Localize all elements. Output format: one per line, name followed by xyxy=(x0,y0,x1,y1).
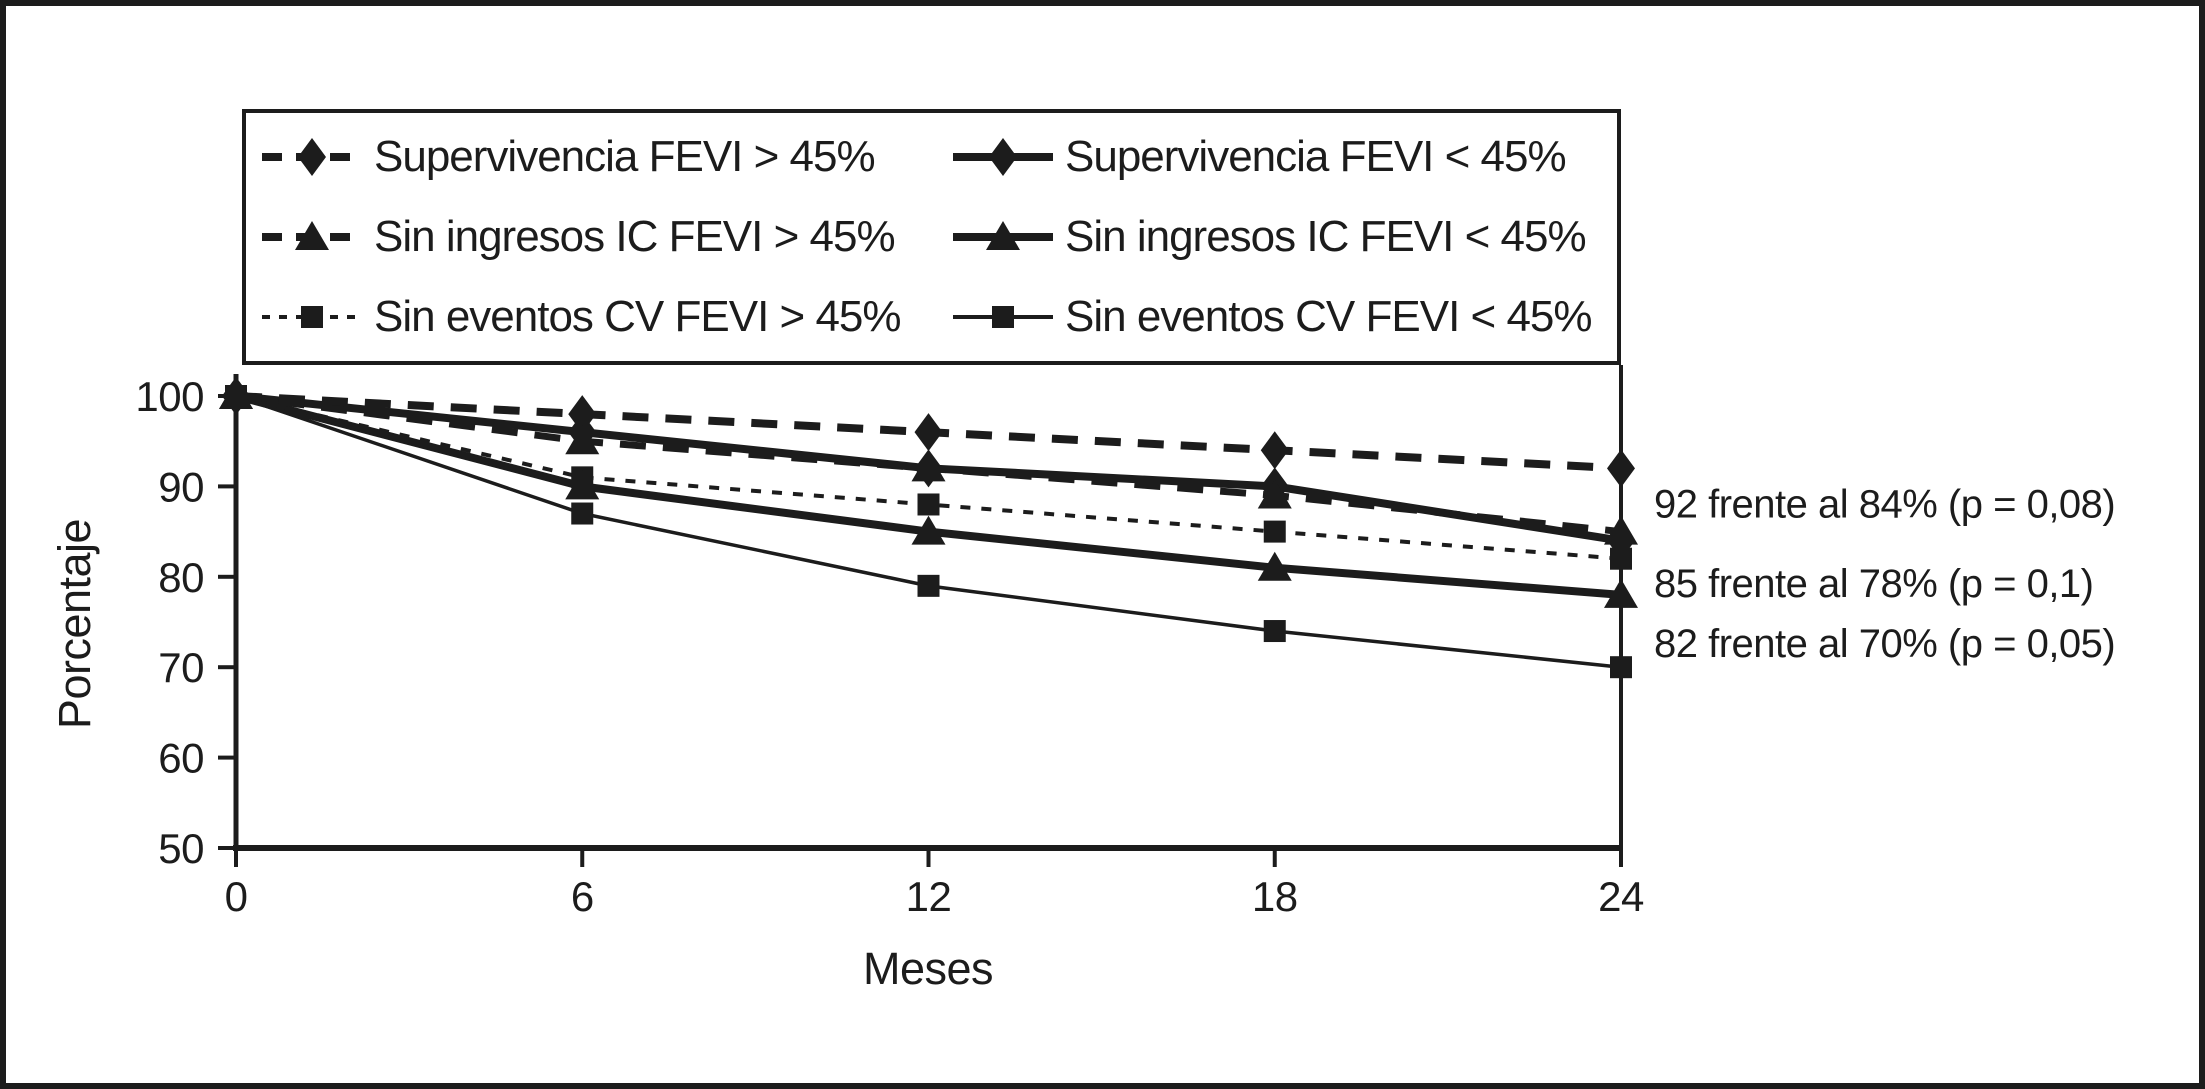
x-tick-label: 6 xyxy=(571,873,594,920)
data-point-square-icon xyxy=(1610,656,1632,679)
data-point-triangle-icon xyxy=(565,425,600,455)
dashed-line-triangle-swatch-icon xyxy=(262,221,362,250)
legend-item-label: Sin ingresos IC FEVI < 45% xyxy=(1065,212,1587,261)
legend-item: Sin eventos CV FEVI > 45% xyxy=(246,277,941,357)
x-axis-title: Meses xyxy=(863,943,993,994)
data-point-triangle-icon xyxy=(1604,515,1638,545)
data-point-triangle-icon xyxy=(565,470,600,500)
data-point-square-icon xyxy=(571,502,594,525)
legend-item-label: Sin eventos CV FEVI < 45% xyxy=(1065,292,1593,341)
legend-item-label: Sin eventos CV FEVI > 45% xyxy=(374,292,902,341)
data-point-square-icon xyxy=(1263,620,1286,643)
x-tick-label: 24 xyxy=(1598,873,1644,920)
dotted-line-square-swatch-icon xyxy=(262,306,362,328)
triangle-marker-icon xyxy=(986,221,1020,250)
data-point-square-icon xyxy=(1263,520,1286,543)
data-point-square-icon xyxy=(1610,547,1632,570)
x-tick-label: 0 xyxy=(225,873,248,920)
data-point-diamond-icon xyxy=(914,413,943,452)
x-tick-label: 12 xyxy=(906,873,952,920)
y-tick-label: 70 xyxy=(158,644,204,691)
y-tick-label: 60 xyxy=(158,735,204,782)
x-tick-label: 18 xyxy=(1252,873,1298,920)
diamond-marker-icon xyxy=(989,138,1017,176)
legend-item: Sin ingresos IC FEVI < 45% xyxy=(941,197,1617,277)
y-axis-title: Porcentaje xyxy=(49,519,100,729)
legend-item: Supervivencia FEVI > 45% xyxy=(246,117,941,197)
data-point-square-icon xyxy=(917,493,940,516)
dashed-line-diamond-swatch-icon xyxy=(262,138,362,176)
legend-item-label: Sin ingresos IC FEVI > 45% xyxy=(374,212,896,261)
triangle-marker-icon xyxy=(295,221,329,250)
legend-item-label: Supervivencia FEVI > 45% xyxy=(374,132,876,181)
data-point-triangle-icon xyxy=(219,380,253,409)
solid-line-diamond-swatch-icon xyxy=(953,138,1053,176)
square-marker-icon xyxy=(992,306,1014,328)
data-point-triangle-icon xyxy=(1257,551,1292,581)
solid-line-triangle-swatch-icon xyxy=(953,221,1053,250)
data-point-triangle-icon xyxy=(911,452,946,482)
chart-legend: Supervivencia FEVI > 45% Sin ingresos IC … xyxy=(242,109,1621,365)
solid-line-square-swatch-icon xyxy=(953,306,1053,328)
y-tick-label: 100 xyxy=(135,373,204,420)
legend-item: Supervivencia FEVI < 45% xyxy=(941,117,1617,197)
legend-item: Sin eventos CV FEVI < 45% xyxy=(941,277,1617,357)
chart-canvas: 50 60 70 80 90 100 0 6 12 18 24 Meses Porcentaje 92 f… xyxy=(49,365,2116,994)
data-point-triangle-icon xyxy=(1604,578,1638,608)
data-point-diamond-icon xyxy=(1607,449,1635,488)
legend-item-label: Supervivencia FEVI < 45% xyxy=(1065,132,1567,181)
data-point-triangle-icon xyxy=(911,515,946,545)
y-tick-label: 80 xyxy=(158,554,204,601)
square-marker-icon xyxy=(301,306,323,328)
legend-item: Sin ingresos IC FEVI > 45% xyxy=(246,197,941,277)
endpoint-annotation: 82 frente al 70% (p = 0,05) xyxy=(1654,622,2115,666)
data-point-square-icon xyxy=(917,574,940,597)
y-tick-label: 50 xyxy=(158,825,204,872)
diamond-marker-icon xyxy=(298,138,326,176)
data-point-diamond-icon xyxy=(1260,431,1289,470)
endpoint-annotation: 85 frente al 78% (p = 0,1) xyxy=(1654,562,2094,606)
data-point-triangle-icon xyxy=(1257,479,1292,509)
endpoint-annotation: 92 frente al 84% (p = 0,08) xyxy=(1654,483,2115,527)
y-tick-label: 90 xyxy=(158,463,204,510)
